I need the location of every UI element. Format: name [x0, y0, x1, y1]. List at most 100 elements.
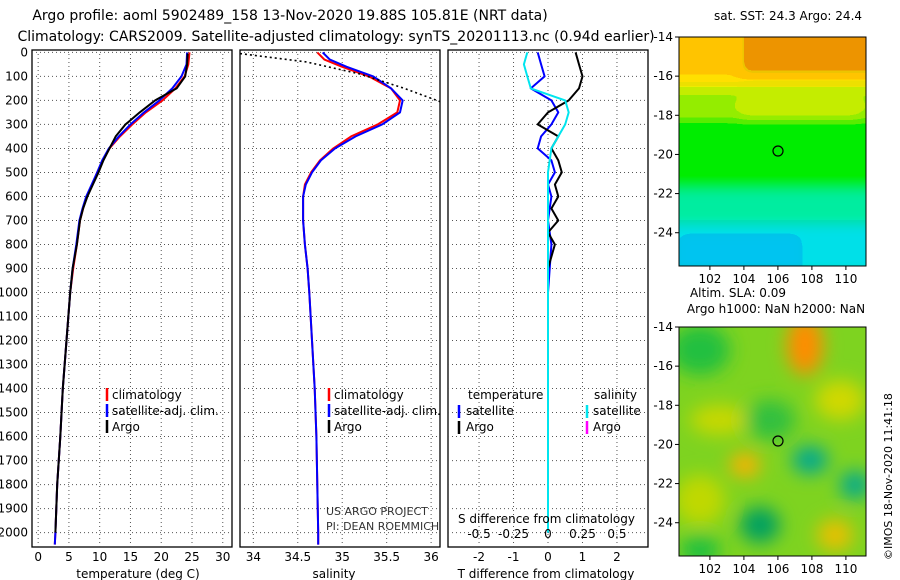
salinity-tick-label: 35.5 — [373, 550, 400, 564]
difference-tick-label: 0 — [544, 550, 552, 564]
credit-pi: PI: DEAN ROEMMICH — [326, 520, 439, 533]
depth-tick-label: 1000 — [0, 285, 28, 299]
difference-series-temperature-satellite — [529, 52, 560, 533]
salinity-legend: climatology satellite-adj. clim. Argo — [327, 388, 441, 434]
map-lat-label: -20 — [653, 147, 673, 161]
altim-map-title1: Altim. SLA: 0.09 — [690, 286, 786, 300]
temperature-tick-label: 30 — [215, 550, 230, 564]
difference-tick-label: -2 — [473, 550, 485, 564]
map-lon-label: 108 — [800, 272, 823, 286]
altimetry-map-image — [679, 327, 866, 556]
s-difference-title: S difference from climatology — [458, 512, 635, 526]
map-lat-label: -18 — [653, 398, 673, 412]
depth-tick-label: 1400 — [0, 382, 28, 396]
difference-series-temperature-argo — [536, 52, 584, 533]
altim-map-title2: Argo h1000: NaN h2000: NaN — [687, 302, 865, 316]
difference-legend: temperature salinity satellite Argo sate… — [457, 388, 641, 526]
salinity-tick-label: 34 — [246, 550, 261, 564]
difference-tick-label: 1 — [579, 550, 587, 564]
salinity-tick-label: 36 — [423, 550, 438, 564]
temperature-tick-label: 5 — [65, 550, 73, 564]
map-lat-label: -14 — [653, 320, 673, 334]
depth-tick-label: 1300 — [0, 358, 28, 372]
legend-sal-argo: Argo — [593, 420, 621, 434]
temperature-tick-label: 10 — [92, 550, 107, 564]
depth-tick-label: 200 — [5, 93, 28, 107]
temperature-series-satellite-adj-clim- — [53, 52, 189, 545]
temperature-tick-label: 20 — [154, 550, 169, 564]
map-lon-label: 110 — [834, 272, 857, 286]
temperature-series-climatology — [53, 52, 191, 545]
sst-map-frame — [678, 36, 867, 267]
difference-series-salinity-satellite — [522, 52, 570, 533]
legend-temp-argo: Argo — [466, 420, 494, 434]
map-lat-label: -22 — [653, 187, 673, 201]
salinity-series-argo — [239, 52, 441, 103]
axis-tick-labels: 0100200300400500600700800900100011001200… — [0, 45, 627, 564]
temperature-tick-label: 25 — [184, 550, 199, 564]
difference-tick-label: -1 — [508, 550, 520, 564]
depth-tick-label: 1800 — [0, 478, 28, 492]
legend-argo: Argo — [112, 420, 140, 434]
map-lon-label: 108 — [800, 562, 823, 576]
argo-position-marker-sst — [772, 145, 784, 157]
map-lat-label: -20 — [653, 437, 673, 451]
depth-tick-label: 600 — [5, 189, 28, 203]
difference-tick-label: 2 — [613, 550, 621, 564]
map-lon-label: 106 — [766, 272, 789, 286]
map-lat-label: -24 — [653, 226, 673, 240]
salinity-tick-label: 35 — [335, 550, 350, 564]
map-lon-label: 104 — [732, 562, 755, 576]
legend-temp-satellite: satellite — [466, 404, 514, 418]
legend-argo: Argo — [334, 420, 362, 434]
depth-tick-label: 400 — [5, 141, 28, 155]
salinity-series-satellite-adj-clim- — [302, 51, 404, 545]
map-lat-label: -22 — [653, 477, 673, 491]
legend-climatology: climatology — [334, 388, 404, 402]
depth-tick-label: 900 — [5, 261, 28, 275]
map-lon-label: 110 — [834, 562, 857, 576]
map-lat-label: -18 — [653, 108, 673, 122]
sst-map-title: sat. SST: 24.3 Argo: 24.4 — [714, 9, 862, 23]
depth-tick-label: 800 — [5, 237, 28, 251]
sdiff-tick-label: 0.25 — [569, 527, 596, 541]
depth-tick-label: 700 — [5, 213, 28, 227]
legend-satellite: satellite-adj. clim. — [334, 404, 441, 418]
sdiff-tick-label: 0 — [544, 527, 552, 541]
depth-tick-label: 1100 — [0, 310, 28, 324]
map-lon-label: 102 — [698, 272, 721, 286]
map-lon-label: 104 — [732, 272, 755, 286]
depth-tick-label: 1600 — [0, 430, 28, 444]
legend-temp-header: temperature — [468, 388, 543, 402]
legend-sal-header: salinity — [594, 388, 637, 402]
sdiff-tick-label: -0.25 — [498, 527, 529, 541]
temperature-series-argo — [54, 53, 189, 533]
figure-title-line1: Argo profile: aoml 5902489_158 13-Nov-20… — [32, 8, 547, 24]
temperature-legend: climatology satellite-adj. clim. Argo — [105, 388, 219, 434]
map-lat-label: -16 — [653, 69, 673, 83]
depth-tick-label: 2000 — [0, 526, 28, 540]
map-tick-labels: -14 -16 -18 -20 -22 -24 102 104 106 108 110 -14 -16 -… — [653, 30, 857, 576]
depth-tick-label: 1200 — [0, 334, 28, 348]
temperature-axis-label: temperature (deg C) — [76, 567, 199, 580]
depth-tick-label: 500 — [5, 165, 28, 179]
sdiff-tick-label: 0.5 — [607, 527, 626, 541]
salinity-axis-label: salinity — [312, 567, 355, 580]
map-lat-label: -24 — [653, 516, 673, 530]
temperature-tick-label: 15 — [123, 550, 138, 564]
figure-title-line2: Climatology: CARS2009. Satellite-adjuste… — [17, 29, 654, 45]
legend-climatology: climatology — [112, 388, 182, 402]
map-lon-label: 102 — [698, 562, 721, 576]
legend-sal-satellite: satellite — [593, 404, 641, 418]
salinity-panel-frame — [239, 49, 441, 548]
map-lat-label: -16 — [653, 359, 673, 373]
tdiff-axis-label: T difference from climatology — [457, 567, 635, 580]
argo-position-marker-altim — [772, 435, 784, 447]
depth-tick-label: 0 — [20, 45, 28, 59]
credit-project: US ARGO PROJECT — [326, 505, 428, 518]
depth-tick-label: 1500 — [0, 406, 28, 420]
imos-credit: ©IMOS 18-Nov-2020 11:41:18 — [882, 393, 895, 560]
temperature-panel-frame — [31, 49, 233, 548]
depth-tick-label: 100 — [5, 69, 28, 83]
